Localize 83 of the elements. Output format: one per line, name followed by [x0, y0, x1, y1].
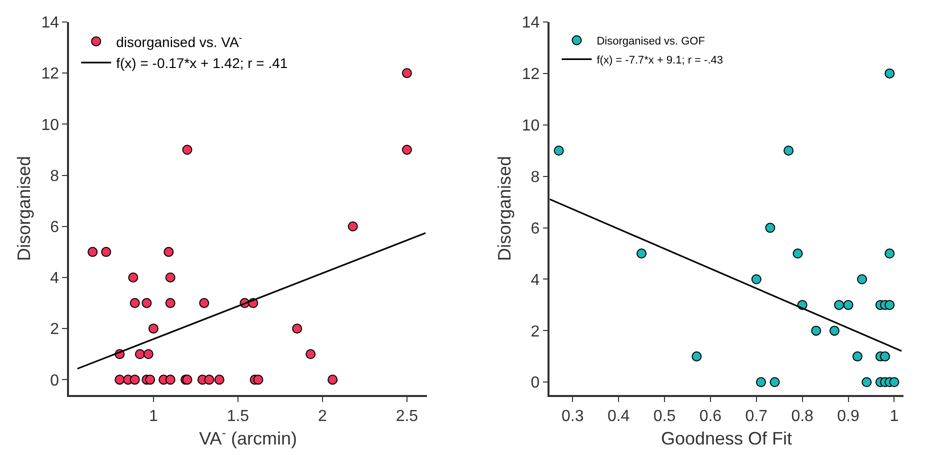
point — [253, 374, 264, 385]
point — [134, 349, 145, 360]
point — [884, 68, 895, 78]
point — [784, 146, 794, 156]
point — [402, 144, 412, 155]
point — [165, 374, 176, 385]
point — [204, 374, 214, 385]
y-tick-label: 0 — [50, 372, 60, 390]
point — [148, 324, 158, 334]
point — [884, 300, 895, 310]
y-tick-label: 12 — [41, 66, 60, 83]
x-tick-label: 2.5 — [396, 408, 418, 425]
point — [165, 272, 176, 282]
point — [829, 326, 840, 336]
point — [214, 374, 224, 385]
y-tick-label: 10 — [41, 116, 60, 134]
legend-label: f(x) = -7.7*x + 9.1; r = -.43 — [596, 54, 723, 67]
point — [756, 377, 766, 388]
point — [88, 246, 98, 257]
y-tick-label: 8 — [530, 168, 540, 186]
x-tick-label: 0.8 — [791, 408, 814, 425]
legend-label: Disorganised vs. GOF — [596, 36, 706, 48]
point — [834, 300, 844, 310]
point — [142, 298, 152, 308]
point — [852, 351, 862, 362]
point — [636, 248, 647, 259]
x-tick-label: 1 — [890, 408, 899, 425]
y-tick-label: 6 — [50, 218, 60, 236]
point — [128, 272, 138, 282]
point — [880, 351, 890, 362]
x-tick-label: 0.9 — [837, 408, 860, 425]
point — [857, 274, 868, 284]
x-tick-label: 2 — [318, 408, 327, 425]
x-tick-label: 0.6 — [699, 408, 722, 425]
point — [843, 300, 854, 310]
point — [884, 248, 895, 259]
y-tick-label: 4 — [530, 272, 540, 289]
point — [889, 377, 900, 388]
point — [292, 324, 302, 334]
y-tick-label: 2 — [50, 321, 60, 338]
point — [328, 374, 338, 385]
point — [862, 377, 872, 388]
y-tick-label: 14 — [41, 14, 60, 32]
x-tick-label: 1 — [149, 408, 158, 425]
point — [306, 349, 316, 360]
x-tick-label: 0.3 — [562, 408, 584, 425]
point — [402, 68, 412, 78]
point — [145, 374, 156, 385]
point — [770, 377, 780, 388]
point — [811, 326, 822, 336]
point — [765, 222, 776, 233]
x-tick-label: 0.4 — [607, 408, 630, 425]
x-tick-label: 0.7 — [745, 408, 768, 425]
point — [692, 351, 702, 362]
point — [164, 246, 174, 257]
legend-label: disorganised vs. VA$^{-}$ — [116, 32, 242, 50]
point — [101, 246, 112, 257]
point — [182, 144, 192, 155]
point — [130, 374, 140, 385]
point — [792, 248, 803, 259]
point — [130, 298, 140, 308]
y-axis-title: Disorganised — [494, 156, 515, 262]
x-axis-title: VA$^{-}$ (arcmin) — [199, 426, 298, 449]
y-tick-label: 10 — [522, 118, 540, 134]
point — [554, 146, 564, 156]
y-tick-label: 2 — [530, 323, 540, 340]
point — [348, 221, 358, 232]
y-tick-label: 12 — [522, 66, 540, 84]
y-tick-label: 8 — [50, 168, 60, 185]
y-tick-label: 6 — [530, 220, 540, 238]
y-tick-label: 14 — [522, 14, 540, 32]
x-axis-title: Goodness Of Fit — [661, 428, 792, 449]
x-tick-label: 0.5 — [653, 408, 676, 425]
legend-label: f(x) = -0.17*x + 1.42; r = .41 — [116, 54, 288, 71]
point — [114, 374, 125, 385]
y-tick-label: 4 — [50, 270, 60, 288]
y-tick-label: 0 — [530, 374, 540, 392]
x-tick-label: 1.5 — [226, 408, 250, 425]
point — [199, 298, 210, 308]
y-axis-title: Disorganised — [14, 156, 34, 262]
point — [751, 274, 762, 284]
point — [165, 298, 176, 308]
point — [143, 349, 154, 360]
